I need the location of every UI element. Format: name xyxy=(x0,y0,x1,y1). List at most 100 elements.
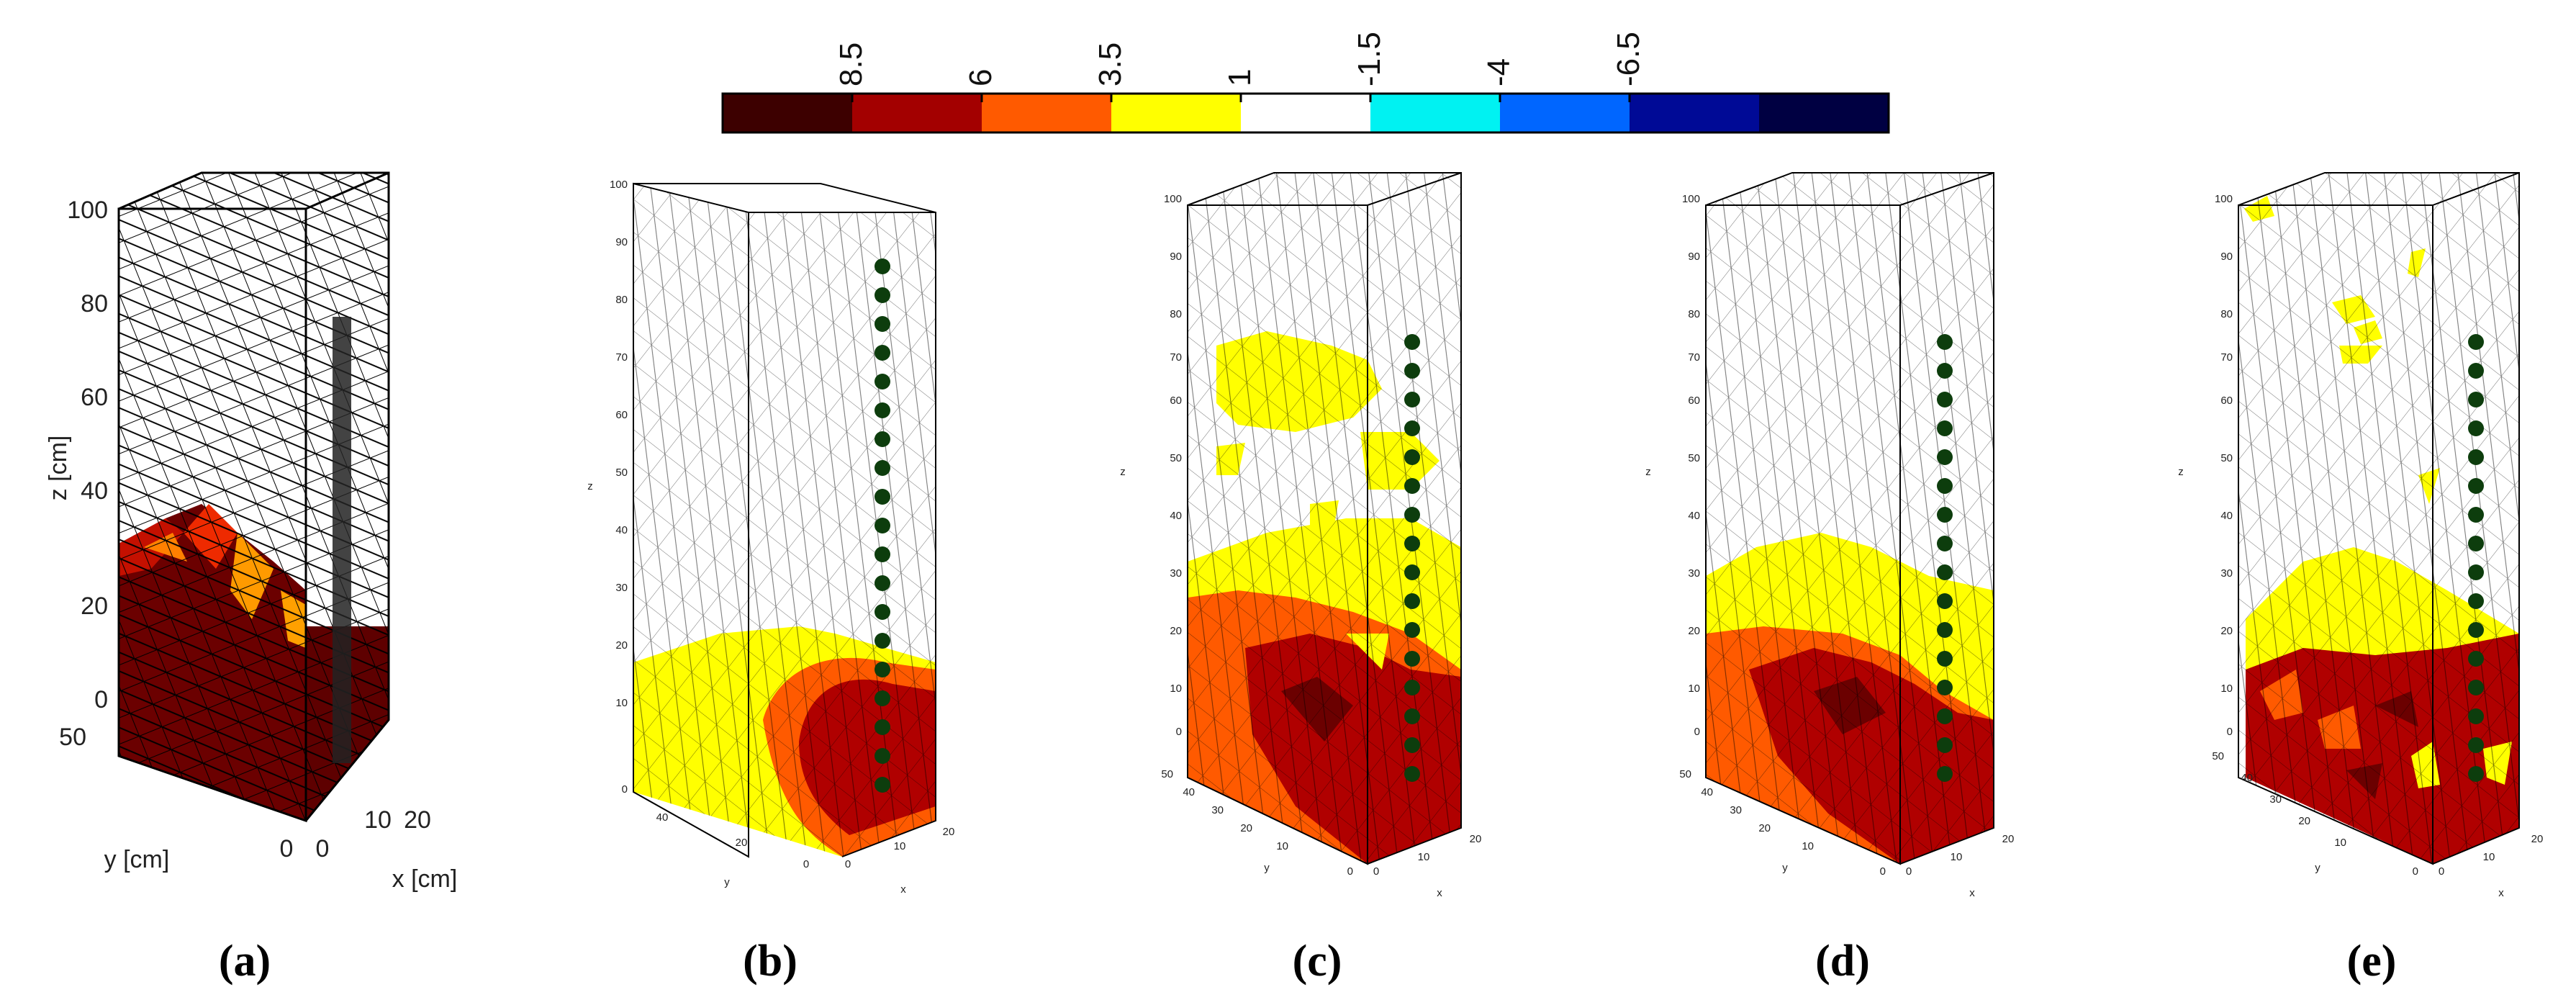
mesh-lines xyxy=(1706,173,1994,864)
z-tick: 70 xyxy=(2220,351,2233,364)
colorbar-segment xyxy=(1241,94,1370,132)
z-axis-label: z [cm] xyxy=(45,436,72,501)
y-tick: 30 xyxy=(1211,804,1224,816)
z-axis-label: z xyxy=(587,480,593,492)
colorbar-tick-label: 6 xyxy=(963,69,998,86)
x-tick: 20 xyxy=(404,806,431,834)
y-tick: 0 xyxy=(2413,865,2418,878)
z-tick: 100 xyxy=(610,179,628,191)
z-tick: 40 xyxy=(2220,510,2233,522)
x-tick: 20 xyxy=(2531,833,2544,845)
x-tick: 20 xyxy=(2002,833,2015,845)
colorbar-segment xyxy=(1500,94,1630,132)
z-tick: 70 xyxy=(1688,351,1700,364)
electrode-column xyxy=(875,258,890,793)
z-tick: 0 xyxy=(2227,726,2233,738)
z-tick: 0 xyxy=(1176,726,1182,738)
z-tick: 70 xyxy=(1170,351,1182,364)
y-tick: 40 xyxy=(1701,786,1713,798)
mesh-lines xyxy=(633,184,936,857)
x-axis-label: x xyxy=(1969,887,1975,899)
y-tick: 20 xyxy=(1240,822,1252,834)
y-axis-label: y xyxy=(2315,862,2320,874)
y-tick: 40 xyxy=(2241,772,2253,784)
x-tick: 0 xyxy=(2439,865,2444,878)
z-tick: 80 xyxy=(1170,308,1182,320)
colorbar: 8.5 6 3.5 1 -1.5 -4 -6.5 xyxy=(721,32,1890,134)
panel-label: (c) xyxy=(1293,937,1342,986)
panel-e: 100 90 80 70 60 50 40 30 20 10 0 z 50 40… xyxy=(2178,172,2544,986)
panel-c: 100 90 80 70 60 50 40 30 20 10 0 z 50 40… xyxy=(1120,172,1481,986)
colorbar-segment xyxy=(723,94,852,132)
colorbar-tick-label: 8.5 xyxy=(833,42,869,86)
y-tick: 50 xyxy=(59,724,86,751)
x-axis-label: x xyxy=(900,883,906,896)
colorbar-tick-label: 1 xyxy=(1222,69,1257,86)
y-tick: 10 xyxy=(1276,840,1288,852)
mesh-lines xyxy=(1188,173,1461,864)
z-tick: 30 xyxy=(1688,567,1700,580)
z-tick: 90 xyxy=(2220,251,2233,263)
y-tick: 20 xyxy=(2298,815,2310,827)
y-axis-label: y xyxy=(1782,862,1788,874)
panel-a: 100 80 60 40 20 0 z [cm] 50 0 y [cm] 0 1… xyxy=(45,171,458,986)
z-tick: 100 xyxy=(67,197,108,224)
y-tick: 0 xyxy=(1880,865,1886,878)
electrode-column xyxy=(1404,334,1420,782)
x-tick: 0 xyxy=(316,835,330,862)
x-tick: 0 xyxy=(1906,865,1912,878)
z-tick: 60 xyxy=(81,384,108,411)
panel-label: (b) xyxy=(743,937,797,986)
colorbar-segment xyxy=(1630,94,1759,132)
z-tick: 90 xyxy=(1688,251,1700,263)
electrode-column xyxy=(2468,334,2484,782)
x-tick: 20 xyxy=(943,826,955,838)
z-tick: 10 xyxy=(2220,683,2233,695)
colorbar-frame xyxy=(721,92,1890,134)
electrode-column xyxy=(1937,334,1953,782)
y-tick: 10 xyxy=(2334,837,2346,849)
y-axis-label: y [cm] xyxy=(104,846,170,873)
mesh-lines xyxy=(2238,173,2519,864)
y-tick: 40 xyxy=(1183,786,1195,798)
z-tick: 100 xyxy=(1682,193,1700,205)
colorbar-tick-label: -4 xyxy=(1481,58,1517,86)
z-axis-label: z xyxy=(2178,466,2184,478)
z-tick: 90 xyxy=(615,236,628,248)
y-axis-label: y xyxy=(724,876,730,888)
z-tick: 40 xyxy=(1170,510,1182,522)
z-tick: 20 xyxy=(81,593,108,620)
z-tick: 0 xyxy=(1694,726,1700,738)
panel-d: 100 90 80 70 60 50 40 30 20 10 0 z 50 40… xyxy=(1645,172,2015,986)
z-tick: 60 xyxy=(615,409,628,421)
z-tick: 80 xyxy=(615,294,628,306)
z-tick: 50 xyxy=(2220,452,2233,464)
colorbar-segment xyxy=(1759,94,1889,132)
z-axis-label: z xyxy=(1120,466,1126,478)
y-tick: 10 xyxy=(1802,840,1814,852)
y-axis-label: y xyxy=(1264,862,1270,874)
x-tick: 0 xyxy=(845,858,851,870)
z-tick: 20 xyxy=(1688,625,1700,637)
z-tick: 80 xyxy=(2220,308,2233,320)
y-tick: 50 xyxy=(2212,750,2224,762)
x-tick: 10 xyxy=(1418,851,1430,863)
z-tick: 10 xyxy=(1688,683,1700,695)
z-tick: 30 xyxy=(615,582,628,594)
y-tick: 30 xyxy=(2269,793,2282,806)
x-axis-label: x xyxy=(2498,887,2504,899)
colorbar-segment xyxy=(852,94,982,132)
panel-label: (d) xyxy=(1815,937,1870,986)
z-tick: 0 xyxy=(94,686,108,713)
z-tick: 0 xyxy=(622,783,628,796)
z-tick: 40 xyxy=(1688,510,1700,522)
y-tick: 20 xyxy=(736,837,748,849)
z-tick: 50 xyxy=(1688,452,1700,464)
x-axis-label: x [cm] xyxy=(392,865,458,893)
x-tick: 10 xyxy=(364,806,392,834)
colorbar-segment xyxy=(1111,94,1241,132)
panel-b: 100 90 80 70 60 50 40 30 20 10 0 z 40 20… xyxy=(587,179,954,986)
z-tick: 80 xyxy=(1688,308,1700,320)
y-tick: 50 xyxy=(1679,768,1691,780)
